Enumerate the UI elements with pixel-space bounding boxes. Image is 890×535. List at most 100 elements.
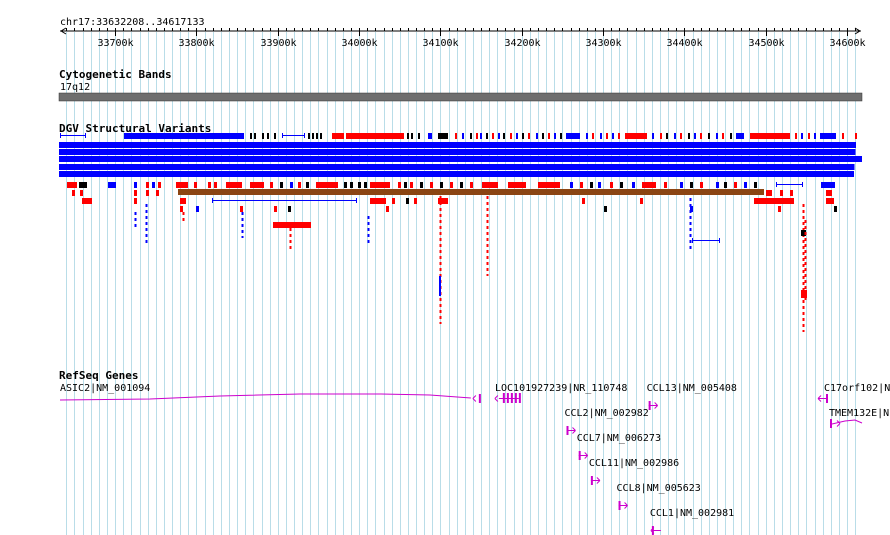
dgv-variant[interactable] <box>316 133 318 139</box>
dgv-variant[interactable] <box>708 133 710 139</box>
gene-ccl1-label[interactable]: CCL1|NM_002981 <box>650 508 734 519</box>
dgv-variant[interactable] <box>690 182 693 188</box>
dgv-variant[interactable] <box>842 133 844 139</box>
dgv-variant[interactable] <box>492 133 494 139</box>
gene-asic2-intron[interactable] <box>59 393 471 401</box>
dgv-variant[interactable] <box>306 182 309 188</box>
dgv-variant[interactable] <box>612 133 614 139</box>
dgv-variant[interactable] <box>262 133 264 139</box>
dgv-variant[interactable] <box>821 182 835 188</box>
dgv-variant[interactable] <box>566 133 580 139</box>
dgv-variant[interactable] <box>600 133 602 139</box>
dgv-variant[interactable] <box>652 133 654 139</box>
dgv-variant[interactable] <box>370 182 390 188</box>
dgv-variant[interactable] <box>290 182 293 188</box>
dgv-variant[interactable] <box>548 133 550 139</box>
dgv-variant[interactable] <box>158 182 161 188</box>
dgv-variant[interactable] <box>134 182 137 188</box>
dgv-variant[interactable] <box>146 190 149 196</box>
dgv-variant[interactable] <box>124 133 244 139</box>
dgv-variant[interactable] <box>196 206 199 212</box>
dgv-variant[interactable] <box>59 156 862 162</box>
dgv-variant[interactable] <box>610 182 613 188</box>
dgv-variant[interactable] <box>674 133 676 139</box>
dgv-variant[interactable] <box>528 133 530 139</box>
dgv-variant[interactable] <box>790 190 793 196</box>
dgv-variant[interactable] <box>320 133 322 139</box>
dgv-variant[interactable] <box>680 133 682 139</box>
dgv-variant[interactable] <box>398 182 401 188</box>
dgv-variant[interactable] <box>795 133 797 139</box>
dgv-variant[interactable] <box>570 182 573 188</box>
gene-ccl2-label[interactable]: CCL2|NM_002982 <box>564 408 648 419</box>
gene-ccl8-label[interactable]: CCL8|NM_005623 <box>617 483 701 494</box>
dgv-variant[interactable] <box>407 133 409 139</box>
dgv-variant[interactable] <box>59 164 855 170</box>
dgv-variant[interactable] <box>370 198 386 204</box>
dgv-variant[interactable] <box>344 182 347 188</box>
dgv-variant[interactable] <box>438 133 448 139</box>
dgv-variant[interactable] <box>346 133 404 139</box>
gene-asic2-label[interactable]: ASIC2|NM_001094 <box>60 383 150 394</box>
dgv-variant[interactable] <box>134 198 137 204</box>
dgv-variant[interactable] <box>462 133 464 139</box>
dgv-variant[interactable] <box>694 133 696 139</box>
dgv-variant[interactable] <box>134 190 137 196</box>
dgv-variant[interactable] <box>267 133 269 139</box>
dgv-variant[interactable] <box>482 182 498 188</box>
dgv-variant[interactable] <box>180 206 183 212</box>
dgv-variant[interactable] <box>516 133 518 139</box>
dgv-variant[interactable] <box>480 133 482 139</box>
dgv-variant[interactable] <box>744 182 747 188</box>
gene-tmem132e-exon[interactable] <box>830 419 832 428</box>
gene-ccl7-label[interactable]: CCL7|NM_006273 <box>577 433 661 444</box>
dgv-variant[interactable] <box>826 198 834 204</box>
dgv-variant[interactable] <box>780 190 783 196</box>
dgv-variant[interactable] <box>411 133 413 139</box>
dgv-variant[interactable] <box>406 198 409 204</box>
dgv-variant[interactable] <box>766 190 772 196</box>
dgv-variant[interactable] <box>808 133 810 139</box>
dgv-variant[interactable] <box>586 133 588 139</box>
dgv-variant[interactable] <box>690 206 693 212</box>
dgv-variant[interactable] <box>274 133 276 139</box>
dgv-variant[interactable] <box>834 206 837 212</box>
dgv-variant[interactable] <box>598 182 601 188</box>
dgv-variant[interactable] <box>414 198 417 204</box>
gene-ccl13-label[interactable]: CCL13|NM_005408 <box>647 383 737 394</box>
dgv-variant[interactable] <box>820 133 836 139</box>
dgv-variant[interactable] <box>178 189 764 195</box>
dgv-variant[interactable] <box>750 133 790 139</box>
dgv-variant[interactable] <box>700 182 703 188</box>
dgv-variant[interactable] <box>590 182 593 188</box>
dgv-variant[interactable] <box>580 182 583 188</box>
dgv-variant[interactable] <box>855 133 857 139</box>
dgv-variant[interactable] <box>666 133 668 139</box>
dgv-variant[interactable] <box>312 133 314 139</box>
dgv-variant[interactable] <box>428 133 432 139</box>
cytoband-17q12[interactable] <box>58 92 863 102</box>
dgv-variant[interactable] <box>350 182 353 188</box>
dgv-variant[interactable] <box>664 182 667 188</box>
dgv-variant[interactable] <box>680 182 683 188</box>
dgv-variant[interactable] <box>510 133 512 139</box>
dgv-variant[interactable] <box>754 182 757 188</box>
dgv-variant[interactable] <box>688 133 690 139</box>
dgv-variant[interactable] <box>455 133 457 139</box>
dgv-variant[interactable] <box>316 182 338 188</box>
dgv-variant[interactable] <box>450 182 453 188</box>
dgv-variant[interactable] <box>254 133 256 139</box>
dgv-variant[interactable] <box>392 198 395 204</box>
dgv-variant[interactable] <box>503 133 505 139</box>
dgv-variant[interactable] <box>208 182 211 188</box>
dgv-variant[interactable] <box>476 133 478 139</box>
dgv-variant[interactable] <box>606 133 608 139</box>
dgv-variant[interactable] <box>410 182 413 188</box>
dgv-variant[interactable] <box>536 133 538 139</box>
gene-c17orf102-exon[interactable] <box>826 394 828 403</box>
dgv-variant[interactable] <box>460 182 463 188</box>
dgv-variant[interactable] <box>582 198 585 204</box>
dgv-variant[interactable] <box>554 133 556 139</box>
dgv-variant[interactable] <box>80 190 83 196</box>
dgv-variant[interactable] <box>470 182 473 188</box>
